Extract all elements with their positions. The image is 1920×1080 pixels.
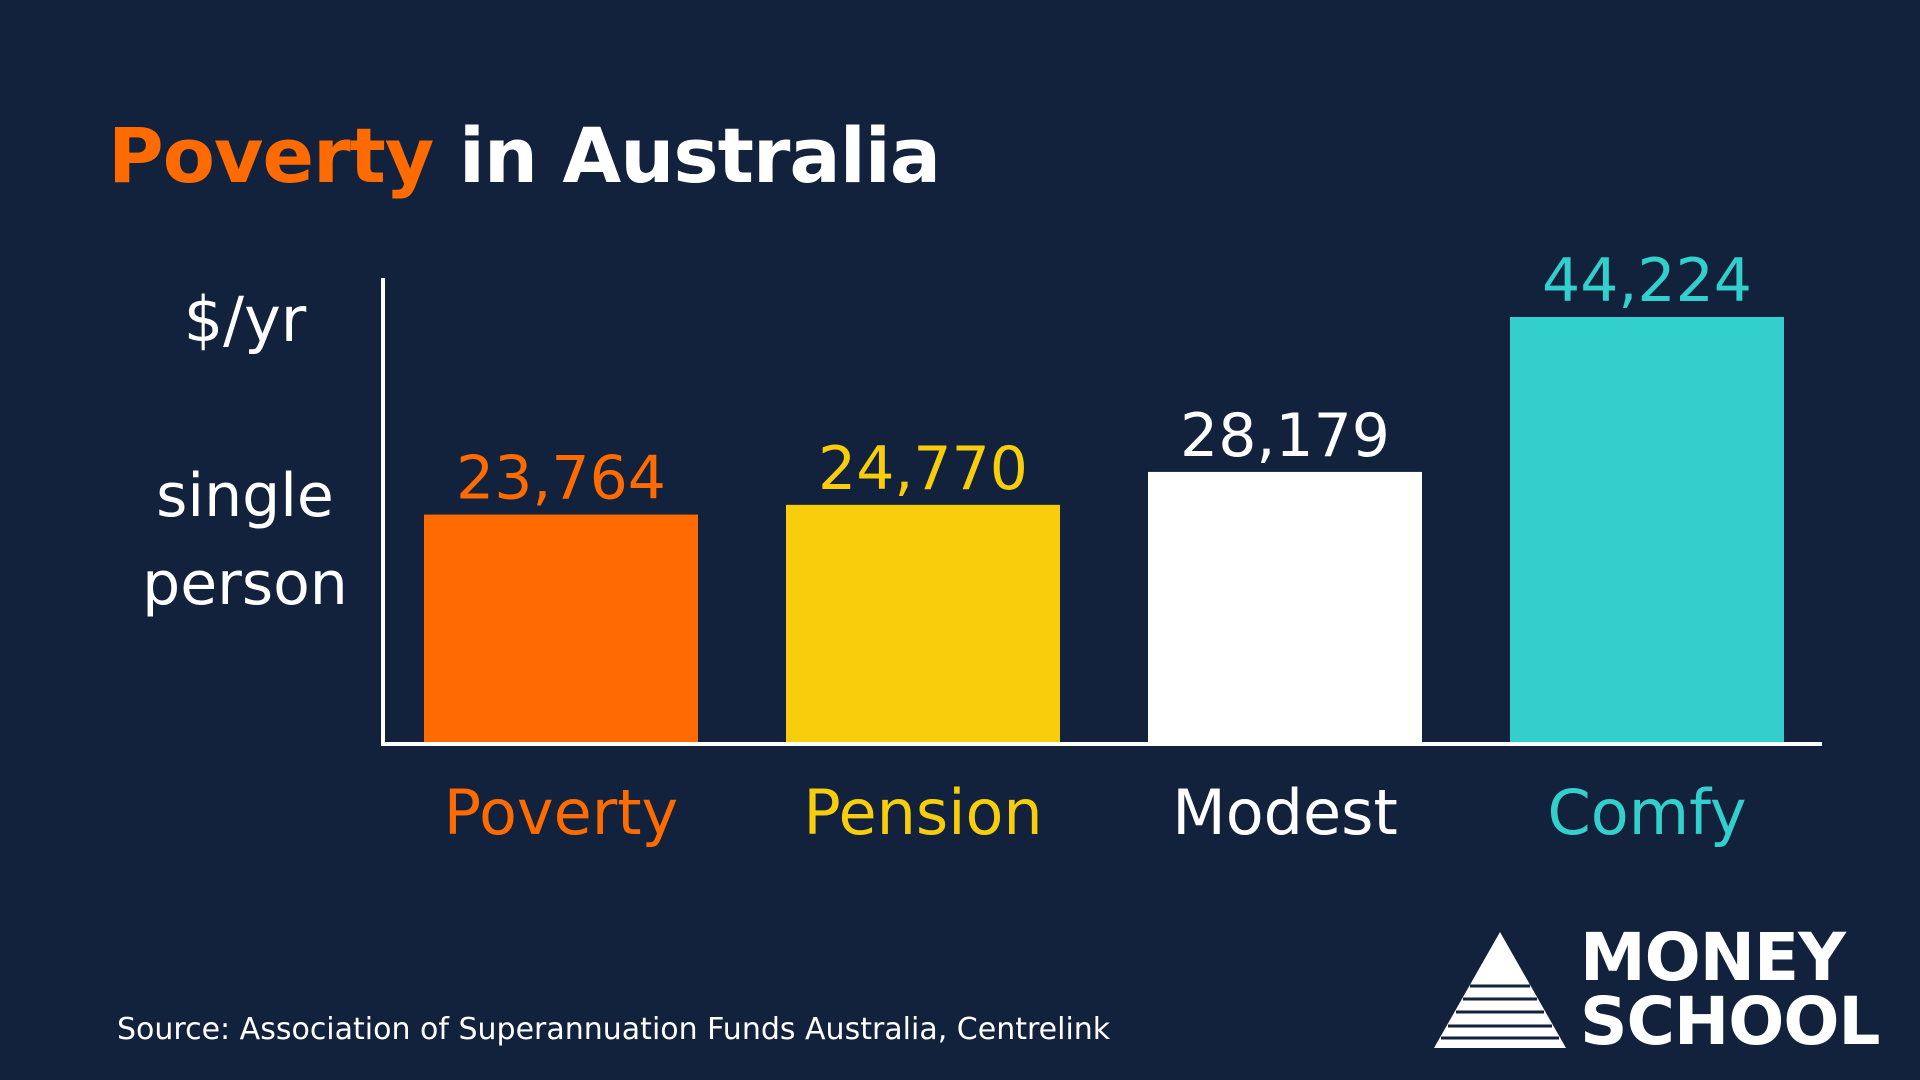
logo-line1: MONEY [1580,919,1846,996]
bar-poverty [424,514,698,742]
data-label-comfy: 44,224 [1542,246,1752,316]
data-label-poverty: 23,764 [456,444,666,514]
category-label-comfy: Comfy [1547,776,1746,849]
category-label-pension: Pension [803,776,1042,849]
pyramid-icon [1434,932,1566,1048]
title-highlight: Poverty [108,111,434,200]
bar-comfy [1510,317,1784,742]
money-school-logo: MONEY SCHOOL [1430,919,1900,1060]
y-axis-subject-line2: person [142,549,348,619]
y-axis-subject-line1: single [156,461,334,531]
data-label-modest: 28,179 [1180,401,1390,471]
page-title: Poverty in Australia [108,108,941,204]
bar-modest [1148,471,1422,742]
category-label-modest: Modest [1172,776,1398,849]
category-label-poverty: Poverty [444,776,678,849]
y-axis-unit-label: $/yr [183,283,307,356]
logo-line2: SCHOOL [1580,983,1880,1060]
source-note: Source: Association of Superannuation Fu… [117,1012,1111,1047]
title-rest: in Australia [433,111,941,200]
data-label-pension: 24,770 [818,434,1028,504]
bar-pension [786,504,1060,742]
